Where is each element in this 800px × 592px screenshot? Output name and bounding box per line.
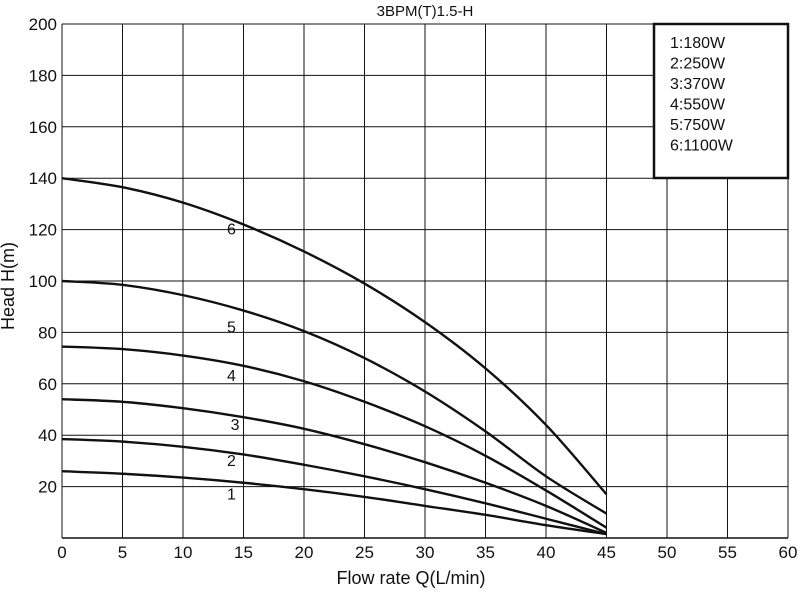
legend: 1:180W 2:250W 3:370W 4:550W 5:750W 6:1100W — [652, 22, 790, 180]
legend-box — [652, 22, 790, 180]
x-tick-label: 50 — [658, 543, 677, 562]
y-tick-label: 160 — [29, 118, 57, 137]
series-line-6 — [61, 177, 608, 496]
x-tick-label: 10 — [174, 543, 193, 562]
y-tick-label: 40 — [38, 426, 57, 445]
x-tick-label: 0 — [57, 543, 66, 562]
x-tick-label: 55 — [718, 543, 737, 562]
curve-label-1: 1 — [227, 486, 236, 503]
x-tick-label: 45 — [597, 543, 616, 562]
x-tick-label: 15 — [234, 543, 253, 562]
legend-entry: 4:550W — [670, 97, 726, 114]
x-tick-labels: 0 5 10 15 20 25 30 35 40 45 50 55 60 — [57, 543, 797, 562]
x-tick-label: 40 — [537, 543, 556, 562]
y-axis-label: Head H(m) — [0, 242, 18, 330]
curve-label-3: 3 — [231, 417, 240, 434]
x-tick-label: 30 — [416, 543, 435, 562]
x-tick-label: 5 — [118, 543, 127, 562]
x-tick-label: 60 — [779, 543, 798, 562]
legend-entry: 3:370W — [670, 76, 726, 93]
x-tick-label: 20 — [295, 543, 314, 562]
y-tick-label: 20 — [38, 478, 57, 497]
curve-label-5: 5 — [227, 319, 236, 336]
y-tick-label: 200 — [29, 15, 57, 34]
curve-labels: 1 2 3 4 5 6 — [227, 222, 240, 504]
series-line-5 — [61, 279, 608, 515]
y-tick-label: 100 — [29, 272, 57, 291]
curve-label-4: 4 — [227, 368, 236, 385]
curve-label-6: 6 — [227, 222, 236, 239]
curve-label-2: 2 — [227, 453, 236, 470]
y-tick-label: 180 — [29, 66, 57, 85]
y-tick-label: 60 — [38, 375, 57, 394]
series-lines — [61, 177, 608, 536]
y-tick-label: 120 — [29, 221, 57, 240]
series-line-1 — [61, 469, 607, 536]
y-tick-label: 80 — [38, 323, 57, 342]
x-axis-label: Flow rate Q(L/min) — [336, 568, 485, 588]
y-tick-labels: 20 40 60 80 100 120 140 160 180 200 — [29, 15, 57, 497]
x-tick-label: 25 — [355, 543, 374, 562]
legend-entry: 6:1100W — [670, 138, 734, 155]
series-line-4 — [61, 345, 608, 529]
series-line-2 — [61, 437, 607, 536]
chart-title: 3BPM(T)1.5-H — [377, 3, 474, 20]
x-tick-label: 35 — [476, 543, 495, 562]
y-tick-label: 140 — [29, 169, 57, 188]
legend-entry: 1:180W — [670, 35, 726, 52]
series-line-3 — [61, 398, 607, 534]
legend-entry: 2:250W — [670, 56, 726, 73]
legend-entry: 5:750W — [670, 117, 726, 134]
